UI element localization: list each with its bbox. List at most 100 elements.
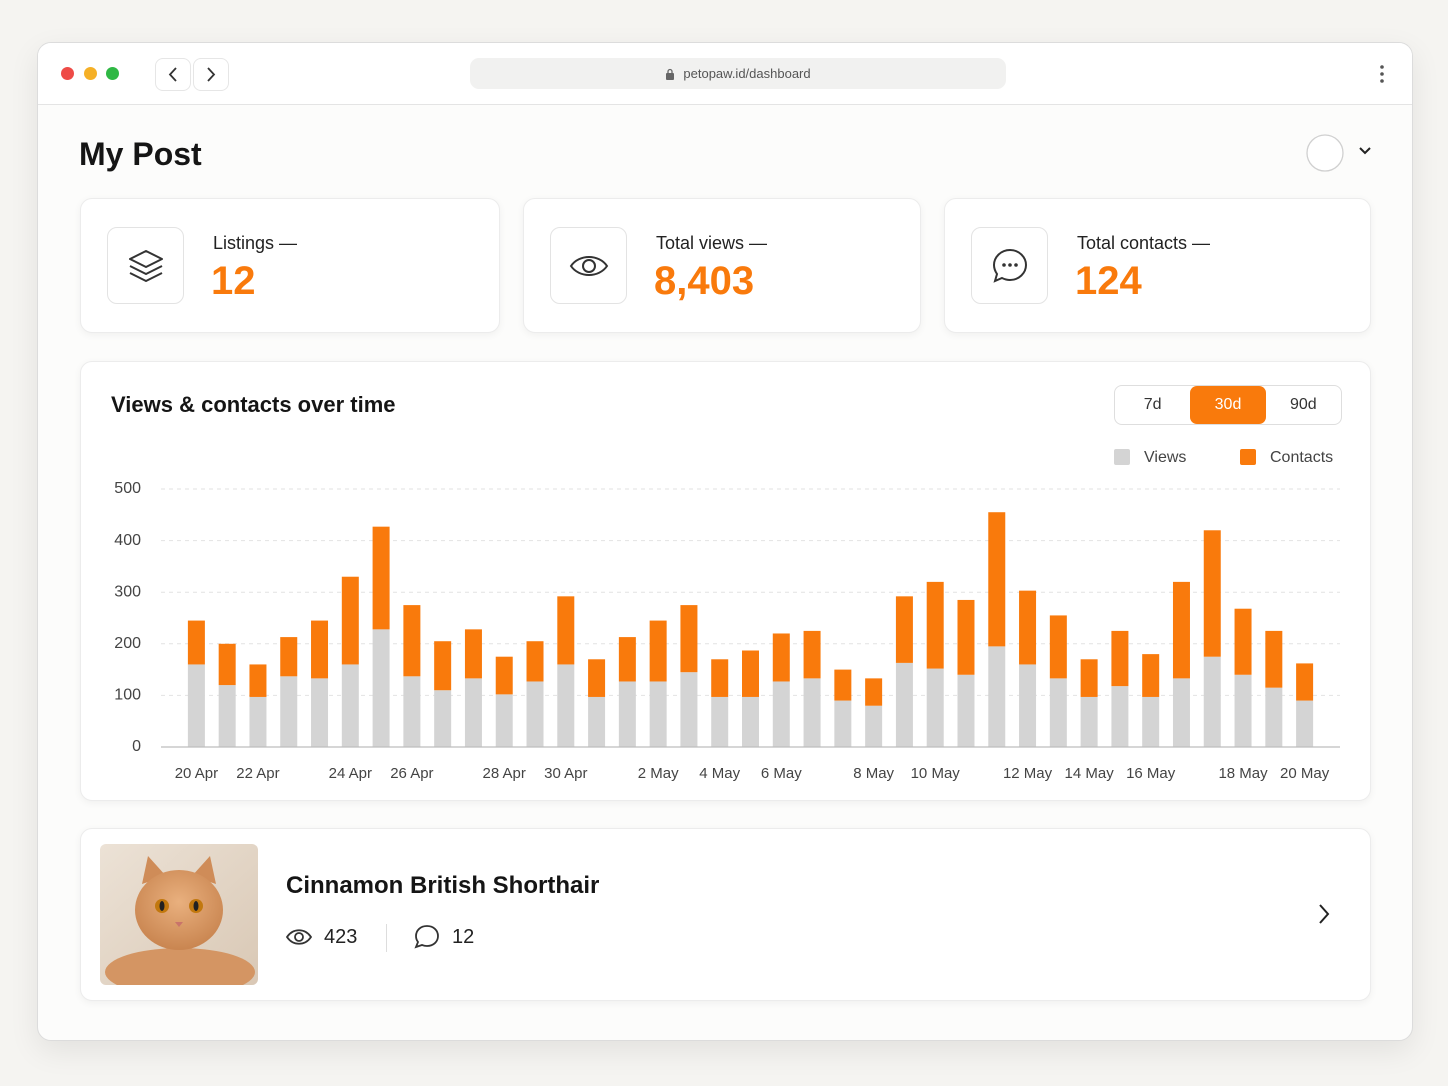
bar-segment <box>772 681 790 747</box>
range-option[interactable]: 90d <box>1289 396 1317 413</box>
stat-value: 12 <box>211 259 256 303</box>
bar-segment <box>834 700 852 747</box>
x-tick-label: 20 May <box>1280 765 1330 782</box>
stat-label: Total contacts — <box>1077 233 1211 253</box>
range-option[interactable]: 7d <box>1143 396 1162 413</box>
bar-segment <box>557 596 575 665</box>
bar-segment <box>1019 664 1037 747</box>
back-button[interactable] <box>155 58 191 91</box>
divider <box>386 924 387 952</box>
stat-label: Total views — <box>656 233 768 253</box>
bar-segment <box>711 659 729 697</box>
x-tick-label: 30 Apr <box>544 765 587 782</box>
bar-segment <box>1296 663 1314 701</box>
bar-segment <box>957 599 975 675</box>
menu-button[interactable] <box>1372 63 1392 85</box>
x-tick-label: 16 May <box>1126 765 1176 782</box>
bar-segment <box>1111 686 1129 747</box>
stat-icon <box>550 227 627 304</box>
bar-segment <box>1111 630 1129 687</box>
bar-segment <box>249 664 267 697</box>
stat-icon <box>971 227 1048 304</box>
range-selector: 7d 30d 90d <box>1114 385 1342 425</box>
bar-segment <box>772 633 790 682</box>
bar-segment <box>341 664 359 747</box>
bar-segment <box>649 681 667 747</box>
bar-segment <box>372 526 390 630</box>
y-tick-label: 100 <box>114 687 141 704</box>
bar-segment <box>1080 696 1098 747</box>
bar-segment <box>588 659 606 697</box>
x-tick-label: 2 May <box>638 765 679 782</box>
eye-icon <box>569 255 608 276</box>
close-button[interactable] <box>61 67 74 80</box>
x-tick-label: 6 May <box>761 765 802 782</box>
page-title: My Post <box>79 136 202 172</box>
chart-card: Views & contacts over time 0 100 200 300 400… <box>80 361 1371 801</box>
bar-segment <box>865 705 883 747</box>
address-bar[interactable]: petopaw.id/dashboard <box>470 58 1006 89</box>
chart-title: Views & contacts over time <box>111 392 396 417</box>
back-icon <box>168 67 177 82</box>
stat-icon <box>107 227 184 304</box>
legend-label: Contacts <box>1270 449 1333 466</box>
bar-segment <box>1265 630 1283 688</box>
forward-icon <box>207 67 216 82</box>
range-option[interactable]: 30d <box>1190 386 1266 424</box>
maximize-button[interactable] <box>106 67 119 80</box>
listing-title: Cinnamon British Shorthair <box>286 872 600 899</box>
open-listing-arrow[interactable] <box>1313 901 1335 927</box>
y-tick-label: 500 <box>114 480 141 497</box>
stat-card: Total contacts — 124 <box>944 198 1371 333</box>
x-tick-label: 10 May <box>911 765 961 782</box>
bar-segment <box>495 656 513 695</box>
lock-icon <box>666 68 675 80</box>
bar-segment <box>1265 687 1283 747</box>
bar-segment <box>280 637 298 677</box>
bar-segment <box>1049 678 1067 747</box>
listing-card[interactable]: Cinnamon British Shorthair 423 12 <box>80 828 1371 1001</box>
minimize-button[interactable] <box>84 67 97 80</box>
bar-segment <box>464 678 482 747</box>
y-tick-label: 300 <box>114 583 141 600</box>
listing-photo <box>100 844 258 985</box>
url-text: petopaw.id/dashboard <box>683 66 811 81</box>
stat-value: 8,403 <box>654 259 755 303</box>
legend-swatch <box>1240 449 1256 465</box>
bar-segment <box>1296 700 1314 747</box>
stat-card: Total views — 8,403 <box>523 198 921 333</box>
x-tick-label: 22 Apr <box>236 765 279 782</box>
x-tick-label: 24 Apr <box>329 765 372 782</box>
bar-segment <box>988 646 1006 747</box>
x-tick-label: 20 Apr <box>175 765 218 782</box>
y-tick-label: 200 <box>114 635 141 652</box>
bar-segment <box>926 581 944 669</box>
bar-segment <box>742 696 759 747</box>
legend-swatch <box>1114 449 1130 465</box>
browser-window: petopaw.id/dashboard My Post Listings — … <box>37 42 1413 1041</box>
views-icon <box>285 929 313 945</box>
bar-segment <box>680 605 698 673</box>
bar-segment <box>218 685 236 747</box>
account-menu[interactable] <box>1304 132 1376 174</box>
bar-segment <box>1142 696 1160 747</box>
stat-card: Listings — 12 <box>80 198 500 333</box>
bar-segment <box>1234 608 1252 675</box>
bar-segment <box>557 664 575 747</box>
bar-segment <box>865 678 883 706</box>
bar-segment <box>403 676 421 747</box>
browser-toolbar: petopaw.id/dashboard <box>38 43 1412 105</box>
bar-segment <box>495 694 513 747</box>
x-tick-label: 18 May <box>1218 765 1268 782</box>
bar-segment <box>311 620 329 679</box>
bar-segment <box>711 696 729 747</box>
bar-segment <box>526 681 544 747</box>
bar-segment <box>742 650 759 697</box>
y-tick-label: 0 <box>132 738 141 755</box>
bar-segment <box>895 662 913 747</box>
forward-button[interactable] <box>193 58 229 91</box>
bar-segment <box>464 629 482 679</box>
bar-segment <box>988 512 1006 647</box>
x-tick-label: 26 Apr <box>390 765 433 782</box>
